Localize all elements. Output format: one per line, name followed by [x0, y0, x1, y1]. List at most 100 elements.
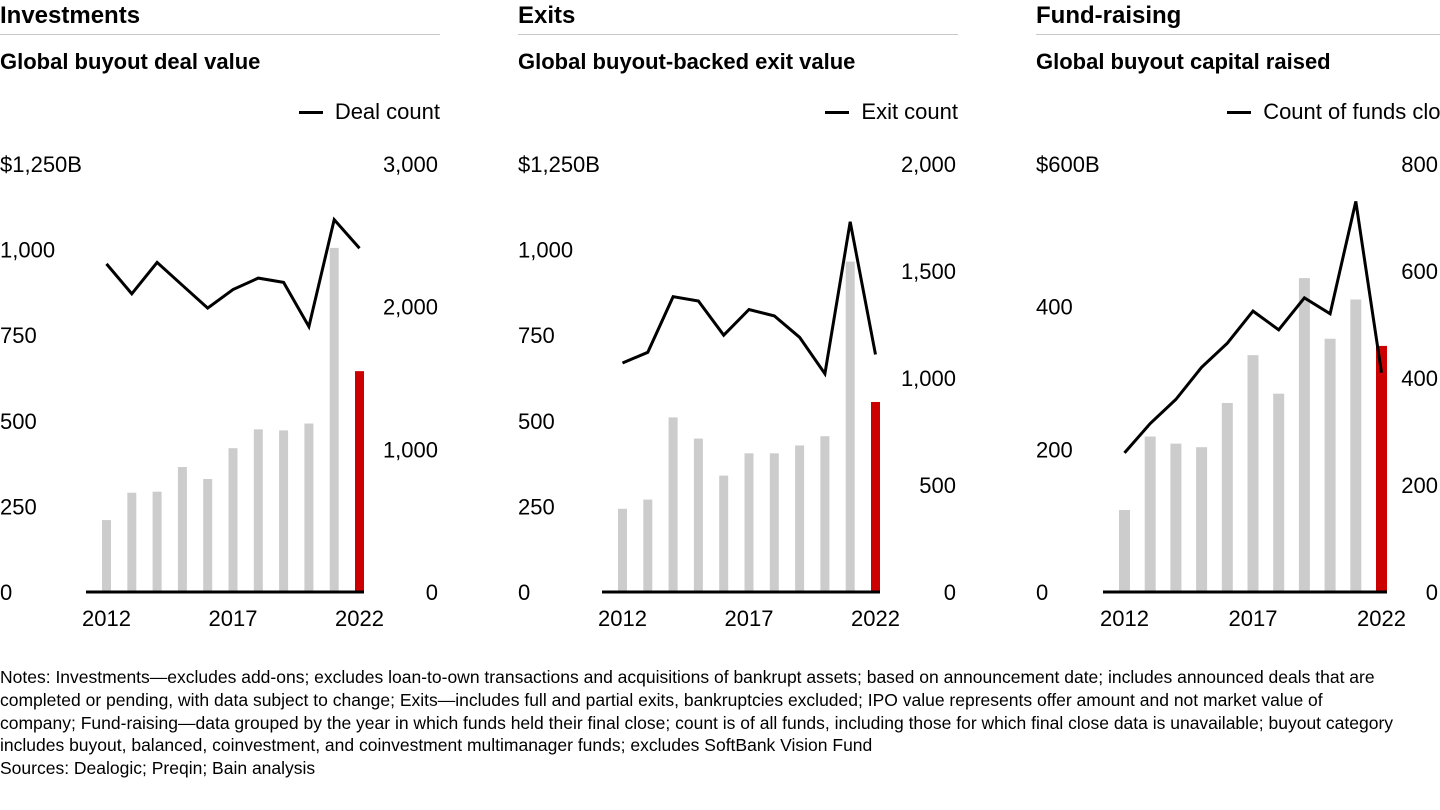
right-axis-tick-label: 0 — [944, 580, 956, 605]
bar — [102, 520, 111, 592]
bar-highlight — [355, 371, 364, 592]
divider — [0, 34, 440, 35]
bar — [1350, 299, 1362, 592]
panel-fund-raising: Fund-raising Global buyout capital raise… — [1036, 0, 1440, 640]
bar — [1196, 447, 1208, 592]
legend-label: Exit count — [861, 99, 958, 124]
bar — [769, 453, 779, 592]
left-axis-tick-label: 250 — [0, 494, 37, 519]
divider — [1036, 34, 1440, 35]
section-title: Fund-raising — [1036, 2, 1182, 29]
chart-fund-raising: 0 200 400 $600B 0 200 400 600 800 2012 2017 2022 — [1036, 152, 1438, 631]
right-axis-tick-label: 3,000 — [383, 152, 438, 177]
bar — [127, 492, 137, 592]
bar-highlight — [871, 401, 880, 592]
right-axis-tick-label: 1,500 — [901, 259, 956, 284]
bar — [279, 430, 289, 592]
bar — [1273, 393, 1285, 592]
x-axis-tick-label: 2012 — [598, 606, 647, 631]
x-axis-tick-label: 2017 — [725, 606, 774, 631]
bar — [152, 491, 162, 592]
bar — [1144, 436, 1156, 592]
chart-exits: 0 250 500 750 1,000 $1,250B 0 500 1,000 1,500 2,00… — [518, 152, 956, 631]
series-line — [1123, 201, 1383, 454]
left-axis-tick-label: 750 — [518, 323, 555, 348]
right-axis-tick-label: 200 — [1401, 473, 1438, 498]
chart-subtitle: Global buyout deal value — [0, 49, 261, 74]
legend: Exit count — [825, 98, 958, 126]
left-axis-tick-label: 400 — [1036, 295, 1073, 320]
bar — [253, 429, 263, 592]
legend: Deal count — [298, 98, 440, 126]
x-axis-tick-label: 2017 — [209, 606, 258, 631]
bar — [1247, 355, 1259, 592]
left-axis-tick-label: 0 — [0, 580, 12, 605]
bar — [1221, 402, 1233, 592]
bar — [329, 247, 339, 592]
bar — [228, 448, 238, 592]
divider — [518, 34, 958, 35]
legend-line-swatch — [298, 110, 323, 114]
right-axis-tick-label: 1,000 — [901, 366, 956, 391]
bar — [1170, 443, 1182, 592]
legend-line-swatch — [825, 110, 850, 114]
bar — [177, 467, 187, 592]
right-axis-tick-label: 0 — [426, 580, 438, 605]
left-axis-tick-label: 500 — [0, 409, 37, 434]
bar — [203, 479, 213, 592]
left-axis-tick-label: 1,000 — [0, 238, 55, 263]
left-axis-tick-label: 0 — [1036, 580, 1048, 605]
left-axis-tick-label: 0 — [518, 580, 530, 605]
section-title: Investments — [0, 2, 141, 29]
x-axis-tick-label: 2022 — [851, 606, 900, 631]
left-axis-tick-label: 1,000 — [518, 238, 573, 263]
bar — [744, 453, 754, 592]
x-axis-tick-label: 2022 — [335, 606, 384, 631]
panel-exits: Exits Global buyout-backed exit value Ex… — [518, 0, 958, 640]
panel-investments: Investments Global buyout deal value Dea… — [0, 0, 440, 640]
x-axis-tick-label: 2012 — [82, 606, 131, 631]
series-line — [621, 221, 877, 378]
panel-header: Exits Global buyout-backed exit value — [518, 0, 958, 74]
bar — [795, 445, 805, 592]
right-axis-tick-label: 2,000 — [383, 295, 438, 320]
bar — [820, 436, 830, 592]
left-axis-tick-label: 200 — [1036, 437, 1073, 462]
x-axis-tick-label: 2022 — [1357, 606, 1406, 631]
right-axis-tick-label: 500 — [919, 473, 956, 498]
chart-investments: 0 250 500 750 1,000 $1,250B 0 1,000 2,000 3,000 20… — [0, 152, 438, 631]
bar — [304, 423, 314, 592]
bar — [643, 499, 653, 592]
legend-label: Deal count — [334, 99, 440, 124]
right-axis-tick-label: 400 — [1401, 366, 1438, 391]
right-axis-tick-label: 600 — [1401, 259, 1438, 284]
bar — [668, 417, 678, 592]
left-axis-tick-label: $600B — [1036, 152, 1100, 177]
x-axis-tick-label: 2012 — [1100, 606, 1149, 631]
chart-subtitle: Global buyout-backed exit value — [518, 49, 856, 74]
right-axis-tick-label: 2,000 — [901, 152, 956, 177]
right-axis-tick-label: 1,000 — [383, 437, 438, 462]
left-axis-tick-label: 750 — [0, 323, 37, 348]
section-title: Exits — [518, 2, 576, 29]
left-axis-tick-label: 250 — [518, 494, 555, 519]
bar — [693, 438, 703, 592]
left-axis-tick-label: $1,250B — [0, 152, 82, 177]
bar — [719, 475, 729, 592]
bar — [1324, 338, 1336, 592]
bar — [618, 508, 627, 592]
panel-header: Investments Global buyout deal value — [0, 0, 440, 74]
left-axis-tick-label: 500 — [518, 409, 555, 434]
bar — [845, 261, 855, 592]
chart-subtitle: Global buyout capital raised — [1036, 49, 1331, 74]
right-axis-tick-label: 800 — [1401, 152, 1438, 177]
panel-header: Fund-raising Global buyout capital raise… — [1036, 0, 1440, 74]
x-axis-tick-label: 2017 — [1229, 606, 1278, 631]
bar-highlight — [1376, 345, 1387, 592]
series-line — [105, 216, 361, 331]
left-axis-tick-label: $1,250B — [518, 152, 600, 177]
bar — [1298, 278, 1310, 592]
bar — [1119, 509, 1130, 592]
